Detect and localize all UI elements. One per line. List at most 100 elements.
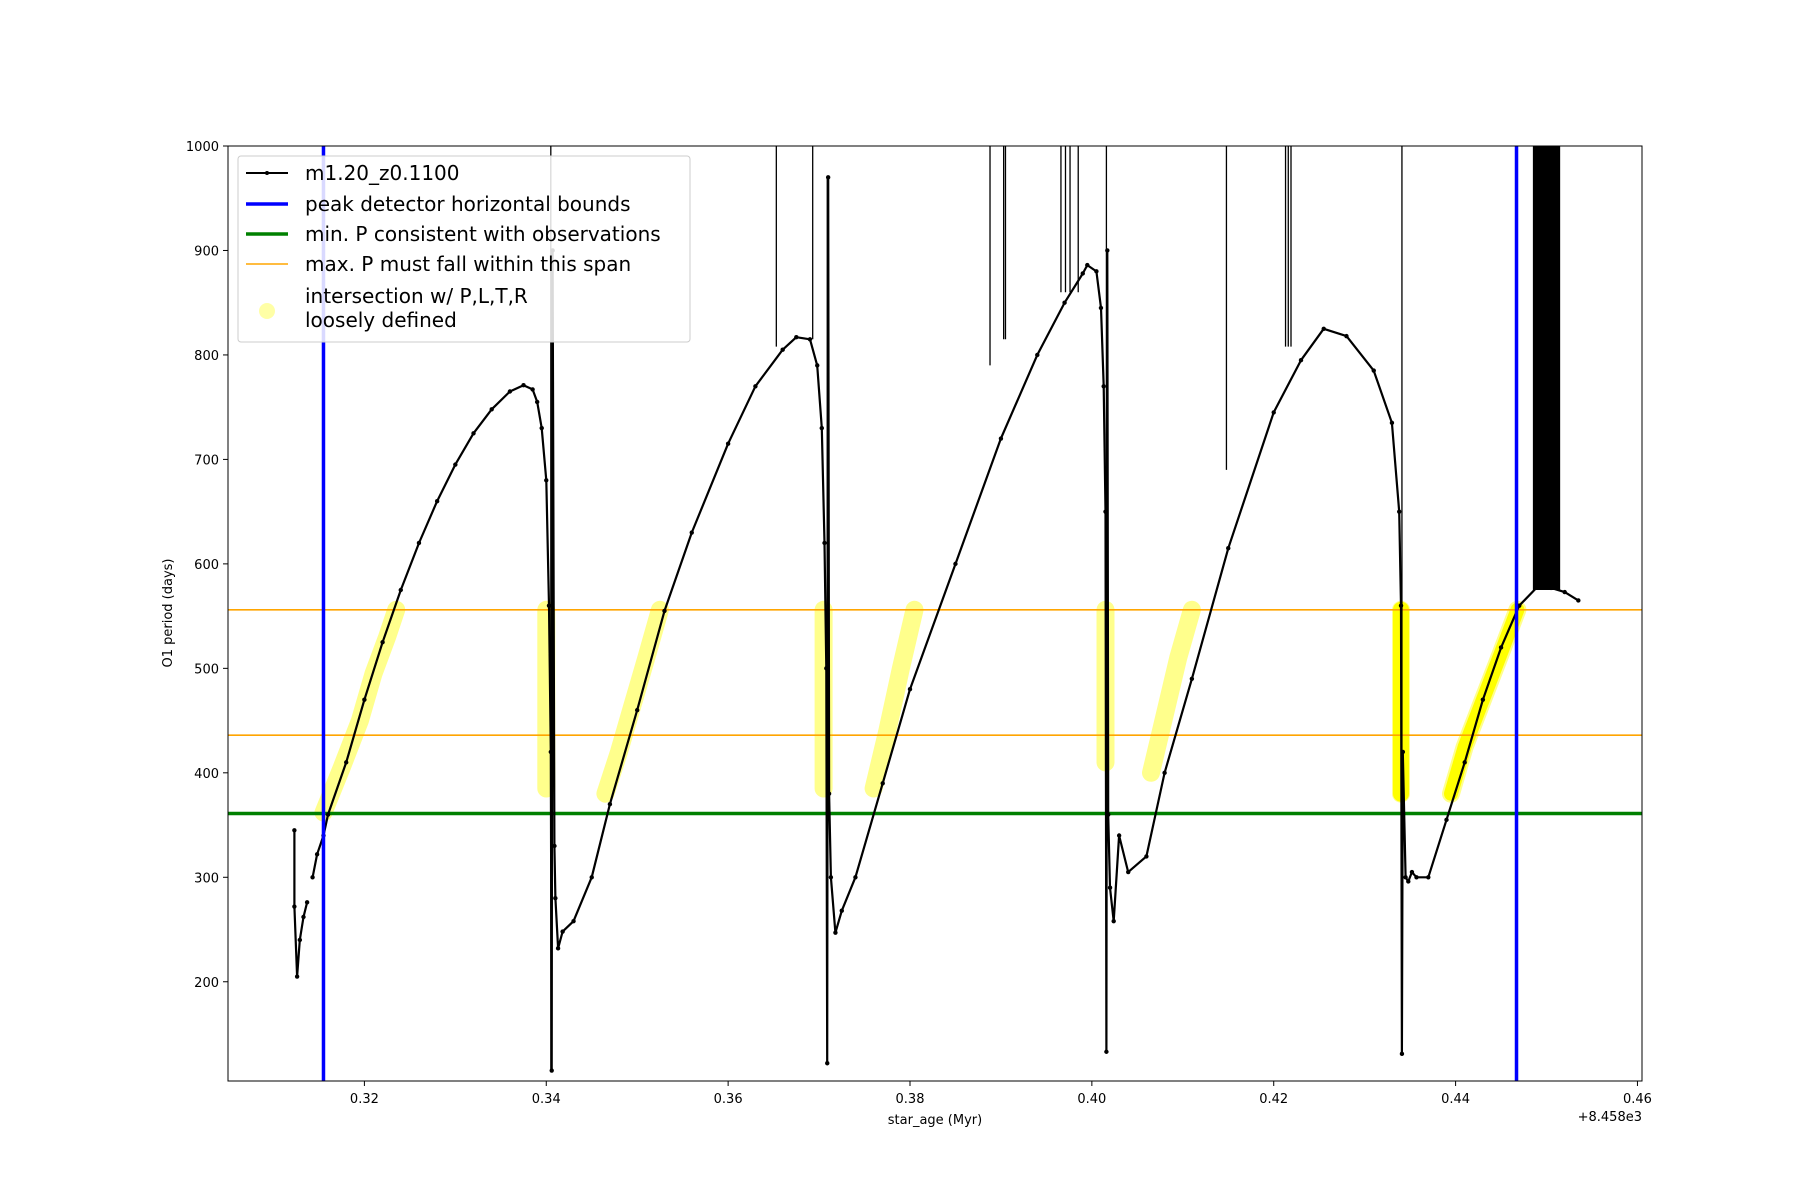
- model-point: [1189, 676, 1195, 681]
- model-point: [1085, 262, 1090, 268]
- model-point: [1414, 875, 1419, 880]
- model-point: [1106, 812, 1111, 817]
- x-tick-label: 0.44: [1441, 1092, 1470, 1107]
- intersection-highlight: [596, 600, 669, 803]
- model-point: [380, 640, 385, 645]
- y-tick-label: 1000: [186, 140, 219, 155]
- model-point: [634, 707, 640, 713]
- model-point: [453, 462, 458, 467]
- model-point: [907, 687, 913, 692]
- model-point: [1116, 833, 1122, 838]
- model-point: [1371, 368, 1376, 373]
- model-point: [1548, 585, 1554, 591]
- y-axis-label: O1 period (days): [161, 558, 176, 667]
- x-tick-label: 0.32: [350, 1092, 379, 1107]
- model-point: [1035, 352, 1040, 358]
- model-point: [292, 904, 297, 909]
- model-point: [297, 937, 303, 943]
- x-axis: 0.32 0.34 0.36 0.38 0.40 0.42 0.44 0.46: [350, 1081, 1652, 1107]
- model-point: [1344, 333, 1349, 339]
- model-point: [507, 389, 513, 394]
- legend-label: intersection w/ P,L,T,R: [305, 284, 528, 308]
- model-point: [398, 587, 403, 593]
- model-point: [1094, 269, 1099, 274]
- model-point: [822, 540, 827, 546]
- legend-label-line2: loosely defined: [305, 308, 457, 332]
- model-point: [819, 425, 824, 431]
- model-point: [1226, 546, 1231, 551]
- model-point: [1399, 1051, 1405, 1057]
- legend-swatch: [259, 303, 275, 319]
- model-point: [471, 431, 476, 436]
- model-point: [1111, 918, 1116, 924]
- model-point: [1126, 869, 1131, 875]
- model-point: [662, 608, 667, 614]
- model-point: [560, 929, 565, 934]
- model-point: [1498, 645, 1504, 650]
- plot-area: [228, 146, 1642, 1081]
- model-point: [1426, 875, 1431, 880]
- dense-spike-band: [1532, 146, 1561, 590]
- model-point: [534, 399, 540, 405]
- model-point: [362, 697, 367, 702]
- model-point: [1480, 697, 1486, 702]
- model-point: [1462, 760, 1467, 765]
- model-point: [1321, 326, 1326, 332]
- y-tick-label: 700: [194, 453, 219, 468]
- y-tick-label: 900: [194, 244, 219, 259]
- model-point: [833, 930, 838, 935]
- model-point: [1389, 420, 1395, 426]
- model-point: [839, 908, 844, 913]
- model-point: [753, 384, 758, 389]
- model-point: [815, 363, 820, 368]
- model-point: [1098, 305, 1104, 311]
- intersection-highlight: [864, 600, 924, 798]
- model-point: [530, 387, 535, 392]
- model-point: [853, 875, 858, 880]
- plot-frame: [227, 145, 1643, 1082]
- model-point: [794, 334, 799, 340]
- model-point: [689, 530, 694, 535]
- model-point: [1409, 869, 1415, 875]
- model-point: [1101, 384, 1106, 389]
- model-point: [1104, 1049, 1109, 1054]
- model-point: [1535, 584, 1540, 590]
- legend-label: min. P consistent with observations: [305, 222, 661, 246]
- intersection-highlight: [1142, 600, 1201, 782]
- model-point: [825, 1061, 830, 1066]
- model-point: [314, 852, 320, 857]
- model-point: [1144, 854, 1149, 859]
- y-tick-label: 400: [194, 767, 219, 782]
- model-point: [953, 561, 958, 567]
- intersection-highlight: [314, 600, 406, 822]
- model-point: [546, 603, 552, 608]
- model-point: [489, 407, 494, 412]
- x-axis-label: star_age (Myr): [888, 1113, 982, 1128]
- legend-box: [237, 155, 691, 343]
- x-tick-label: 0.36: [714, 1092, 743, 1107]
- model-point: [607, 801, 613, 807]
- model-point: [555, 946, 561, 951]
- x-axis-offset-label: +8.458e3: [1578, 1110, 1642, 1125]
- model-point: [1397, 509, 1402, 514]
- model-point: [1107, 885, 1113, 890]
- model-point: [828, 875, 834, 880]
- model-point: [1400, 749, 1406, 755]
- model-point: [825, 175, 831, 180]
- model-point: [1298, 357, 1304, 363]
- model-point: [301, 914, 306, 920]
- model-point: [1444, 817, 1449, 823]
- model-point: [434, 498, 440, 504]
- model-point: [589, 875, 594, 880]
- model-point: [416, 540, 422, 546]
- model-point: [292, 828, 297, 833]
- model-point: [1271, 410, 1276, 415]
- model-point: [310, 875, 315, 880]
- model-point: [552, 843, 557, 849]
- model-point: [880, 781, 885, 786]
- model-point: [344, 760, 349, 765]
- model-point: [521, 383, 526, 388]
- legend-swatch-marker: [265, 171, 269, 175]
